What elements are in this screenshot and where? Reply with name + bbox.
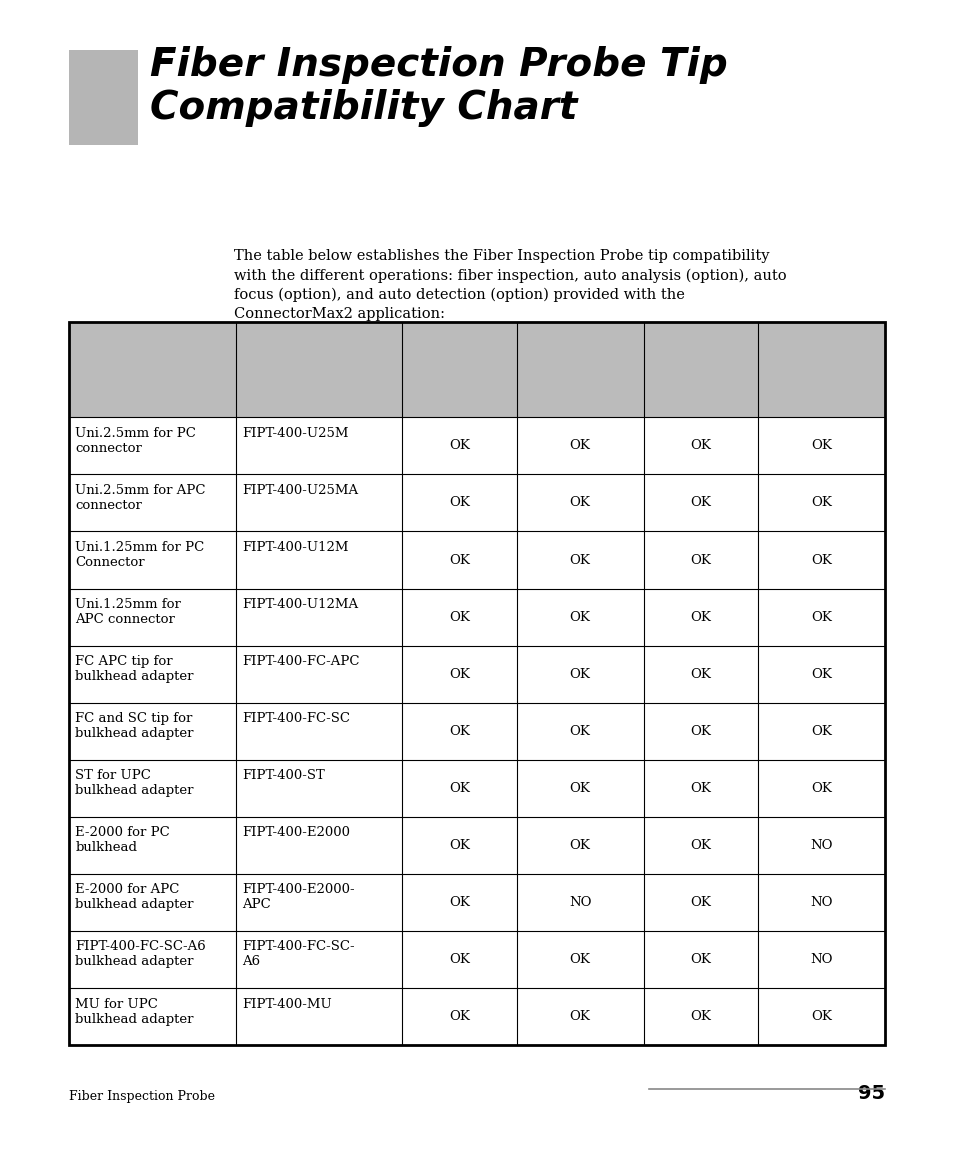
Text: OK: OK: [690, 724, 711, 738]
Text: MU for UPC
bulkhead adapter: MU for UPC bulkhead adapter: [75, 998, 193, 1026]
Text: OK: OK: [569, 668, 590, 680]
Text: OK: OK: [449, 554, 470, 567]
Text: E-2000 for APC
bulkhead adapter: E-2000 for APC bulkhead adapter: [75, 883, 193, 911]
Text: OK: OK: [690, 496, 711, 510]
Text: OK: OK: [449, 782, 470, 795]
Text: Inspection
(all models): Inspection (all models): [416, 356, 501, 384]
Text: FC and SC tip for
bulkhead adapter: FC and SC tip for bulkhead adapter: [75, 712, 193, 741]
Text: OK: OK: [810, 496, 831, 510]
Text: Tip Description: Tip Description: [97, 363, 207, 377]
Text: OK: OK: [449, 724, 470, 738]
Text: Analysis
(FIP-420B
and
FIP-430B): Analysis (FIP-420B and FIP-430B): [544, 340, 615, 400]
Text: FIPT-400-FC-SC-
A6: FIPT-400-FC-SC- A6: [242, 940, 355, 969]
Text: OK: OK: [690, 611, 711, 624]
Text: NO: NO: [568, 896, 591, 909]
Text: OK: OK: [569, 439, 590, 452]
Text: OK: OK: [690, 439, 711, 452]
Text: Uni.2.5mm for PC
connector: Uni.2.5mm for PC connector: [75, 427, 196, 454]
Text: OK: OK: [449, 953, 470, 967]
Text: OK: OK: [690, 554, 711, 567]
Text: FIPT-400-FC-SC: FIPT-400-FC-SC: [242, 712, 350, 726]
Text: OK: OK: [449, 439, 470, 452]
Text: OK: OK: [690, 782, 711, 795]
Text: B: B: [80, 70, 127, 125]
Text: OK: OK: [449, 896, 470, 909]
Text: OK: OK: [810, 668, 831, 680]
Text: E-2000 for PC
bulkhead: E-2000 for PC bulkhead: [75, 826, 170, 854]
Text: OK: OK: [690, 1011, 711, 1023]
Text: Fiber Inspection Probe: Fiber Inspection Probe: [69, 1091, 214, 1103]
Text: OK: OK: [569, 496, 590, 510]
Text: OK: OK: [449, 1011, 470, 1023]
Text: FIPT-400-MU: FIPT-400-MU: [242, 998, 332, 1011]
Text: FIPT-400-FC-SC-A6
bulkhead adapter: FIPT-400-FC-SC-A6 bulkhead adapter: [75, 940, 206, 969]
Text: FC APC tip for
bulkhead adapter: FC APC tip for bulkhead adapter: [75, 655, 193, 683]
Text: NO: NO: [809, 896, 832, 909]
Text: Uni.1.25mm for
APC connector: Uni.1.25mm for APC connector: [75, 598, 181, 626]
Text: OK: OK: [569, 782, 590, 795]
Text: Auto focus
(FIP-430B): Auto focus (FIP-430B): [661, 356, 739, 384]
Text: OK: OK: [569, 1011, 590, 1023]
Text: OK: OK: [569, 839, 590, 852]
Text: FIPT-400-U25M: FIPT-400-U25M: [242, 427, 349, 439]
Text: OK: OK: [449, 496, 470, 510]
Text: Fiber Inspection Probe Tip
Compatibility Chart: Fiber Inspection Probe Tip Compatibility…: [150, 46, 727, 126]
Text: Tip Code: Tip Code: [287, 363, 350, 377]
Text: FIPT-400-E2000-
APC: FIPT-400-E2000- APC: [242, 883, 355, 911]
Text: OK: OK: [569, 554, 590, 567]
Text: Connector
Auto
detection
(FIP-430B): Connector Auto detection (FIP-430B): [783, 340, 859, 400]
Text: Uni.1.25mm for PC
Connector: Uni.1.25mm for PC Connector: [75, 541, 204, 569]
Text: OK: OK: [690, 668, 711, 680]
Text: OK: OK: [810, 611, 831, 624]
Text: FIPT-400-U25MA: FIPT-400-U25MA: [242, 483, 358, 496]
Text: FIPT-400-FC-APC: FIPT-400-FC-APC: [242, 655, 359, 668]
Text: OK: OK: [810, 554, 831, 567]
Text: FIPT-400-ST: FIPT-400-ST: [242, 770, 325, 782]
Text: FIPT-400-U12M: FIPT-400-U12M: [242, 541, 349, 554]
Text: OK: OK: [810, 782, 831, 795]
Text: FIPT-400-E2000: FIPT-400-E2000: [242, 826, 350, 839]
Text: Uni.2.5mm for APC
connector: Uni.2.5mm for APC connector: [75, 483, 206, 511]
Text: OK: OK: [569, 724, 590, 738]
Text: NO: NO: [809, 839, 832, 852]
Text: OK: OK: [449, 611, 470, 624]
Text: OK: OK: [449, 668, 470, 680]
Text: OK: OK: [569, 953, 590, 967]
Text: OK: OK: [810, 724, 831, 738]
Text: OK: OK: [449, 839, 470, 852]
Text: OK: OK: [810, 439, 831, 452]
Text: NO: NO: [809, 953, 832, 967]
Text: OK: OK: [569, 611, 590, 624]
Text: OK: OK: [810, 1011, 831, 1023]
Text: OK: OK: [690, 896, 711, 909]
Text: The table below establishes the Fiber Inspection Probe tip compatibility
with th: The table below establishes the Fiber In…: [233, 249, 785, 321]
Text: 95: 95: [858, 1085, 884, 1103]
Text: FIPT-400-U12MA: FIPT-400-U12MA: [242, 598, 358, 611]
Text: OK: OK: [690, 839, 711, 852]
Text: ST for UPC
bulkhead adapter: ST for UPC bulkhead adapter: [75, 770, 193, 797]
Text: OK: OK: [690, 953, 711, 967]
